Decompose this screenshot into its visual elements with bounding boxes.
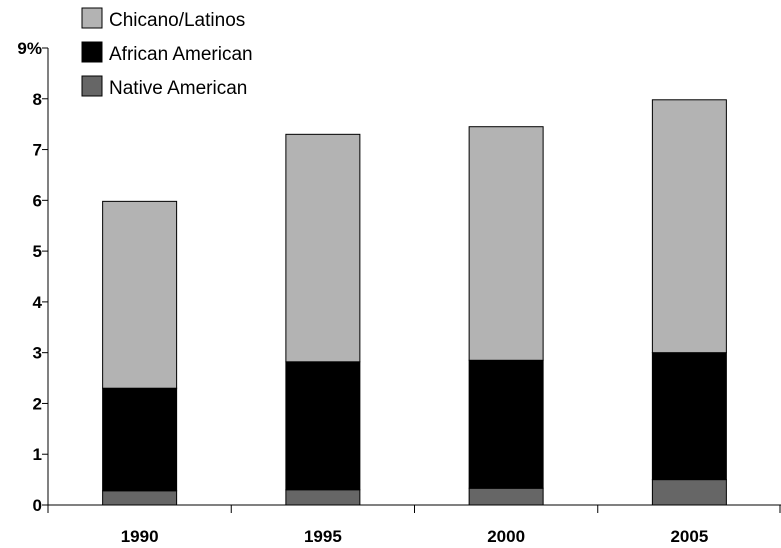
x-axis: 1990 1995 2000 2005: [47, 504, 781, 546]
legend-item-african-american: African American: [81, 41, 253, 65]
x-category-label: 2005: [670, 527, 708, 546]
bar-native-american-1995: [285, 489, 361, 506]
y-axis: 0 1 2 3 4 5 6 7 8 9%: [17, 39, 49, 515]
y-tick-label: 7: [33, 141, 42, 160]
bar-native-american-1990: [102, 490, 178, 506]
bar-african-american-1990: [102, 387, 178, 492]
y-tick-label: 9%: [17, 39, 42, 58]
bar-native-american-2005: [651, 479, 727, 506]
legend-label: Chicano/Latinos: [109, 10, 245, 31]
bar-african-american-2005: [651, 352, 727, 481]
legend-label: Native American: [109, 78, 247, 99]
bar-african-american-1995: [285, 361, 361, 491]
legend-item-native-american: Native American: [81, 75, 247, 99]
legend-swatch: [81, 75, 103, 97]
bar-chicano-latinos-1995: [285, 133, 361, 363]
bars: [102, 99, 727, 506]
y-tick-label: 8: [33, 90, 42, 109]
y-tick-label: 3: [33, 344, 42, 363]
y-tick-label: 5: [33, 242, 42, 261]
legend-label: African American: [109, 44, 253, 65]
y-tick-label: 0: [33, 496, 42, 515]
legend-item-chicano-latinos: Chicano/Latinos: [81, 7, 245, 31]
x-category-label: 1995: [304, 527, 342, 546]
bar-african-american-2000: [468, 359, 544, 489]
bar-native-american-2000: [468, 487, 544, 506]
y-tick-label: 2: [33, 394, 42, 413]
legend: Chicano/Latinos African American Native Am…: [81, 7, 253, 99]
y-tick-label: 4: [33, 293, 43, 312]
bar-chicano-latinos-2000: [468, 126, 544, 361]
bar-chicano-latinos-1990: [102, 200, 178, 389]
y-tick-label: 6: [33, 191, 42, 210]
y-tick-label: 1: [33, 445, 42, 464]
legend-swatch: [81, 41, 103, 63]
bar-chicano-latinos-2005: [651, 99, 727, 354]
x-category-label: 1990: [121, 527, 159, 546]
x-category-label: 2000: [487, 527, 525, 546]
legend-swatch: [81, 7, 103, 29]
